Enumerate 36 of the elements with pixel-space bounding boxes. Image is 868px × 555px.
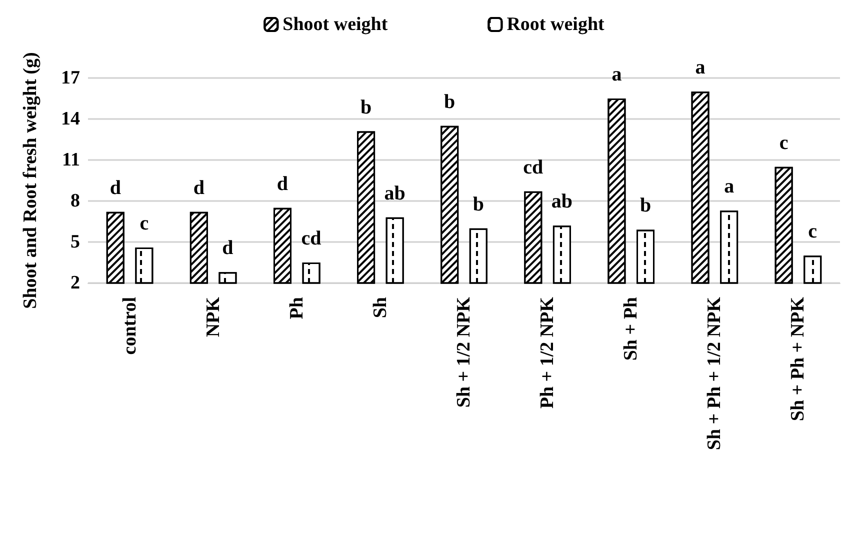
data-label: c [779, 132, 788, 154]
data-label: a [612, 64, 622, 86]
y-tick-label: 2 [70, 272, 80, 294]
x-tick-label: Sh + 1/2 NPK [454, 296, 474, 408]
data-label: b [444, 90, 456, 113]
data-label: b [472, 193, 484, 216]
x-tick-label: Sh + Ph [620, 296, 642, 361]
y-tick-label: 5 [70, 232, 80, 252]
x-tick-label: NPK [202, 296, 224, 338]
x-tick-label: Sh + Ph + 1/2 NPK [704, 296, 726, 450]
y-tick-label: 17 [61, 68, 80, 88]
x-tick-label: control [119, 297, 140, 355]
data-label: d [276, 172, 288, 195]
x-tick-label: Sh [370, 296, 391, 318]
y-axis-title: Shoot and Root fresh weight (g) [20, 52, 41, 309]
data-label: b [360, 96, 372, 118]
y-tick-label: 8 [70, 190, 80, 212]
y-tick-label: 14 [61, 108, 80, 130]
legend-label: Shoot weight [282, 14, 388, 35]
data-label: cd [301, 228, 322, 250]
data-label: c [808, 220, 818, 243]
data-label: d [222, 237, 234, 260]
data-label: ab [551, 190, 573, 213]
data-label: d [110, 176, 121, 199]
x-tick-label: Ph [286, 296, 308, 320]
x-tick-label: Ph + 1/2 NPK [537, 296, 558, 409]
legend-label: Root weight [506, 14, 606, 35]
data-label: a [724, 176, 734, 198]
x-tick-label: Sh + Ph + NPK [788, 296, 809, 422]
data-label: c [140, 212, 149, 234]
data-label: b [640, 194, 652, 217]
data-label: a [695, 56, 706, 79]
data-label: ab [384, 182, 406, 204]
data-label: d [193, 176, 204, 199]
data-label: cd [523, 156, 544, 178]
y-tick-label: 11 [62, 150, 80, 170]
